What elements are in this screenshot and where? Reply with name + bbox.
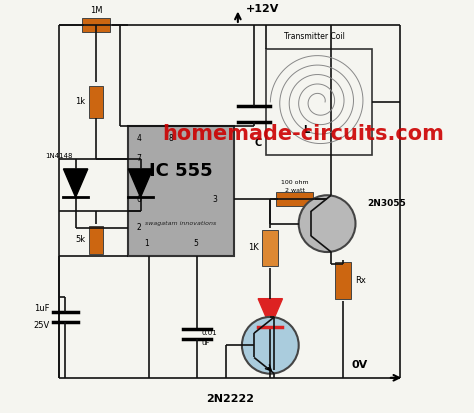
Text: 0V: 0V bbox=[351, 360, 368, 370]
Text: 100 ohm: 100 ohm bbox=[281, 180, 309, 185]
Text: 25V: 25V bbox=[33, 320, 49, 330]
Text: 0.01: 0.01 bbox=[201, 330, 217, 336]
Text: swagatam innovations: swagatam innovations bbox=[146, 221, 217, 226]
Text: 6: 6 bbox=[137, 195, 141, 204]
Polygon shape bbox=[258, 299, 283, 327]
FancyBboxPatch shape bbox=[89, 225, 103, 254]
FancyBboxPatch shape bbox=[262, 230, 278, 266]
Text: 2: 2 bbox=[137, 223, 141, 232]
FancyBboxPatch shape bbox=[276, 192, 313, 206]
Text: 1: 1 bbox=[145, 239, 149, 248]
Polygon shape bbox=[64, 169, 88, 197]
Circle shape bbox=[242, 317, 299, 374]
Text: homemade-circuits.com: homemade-circuits.com bbox=[162, 124, 444, 145]
FancyBboxPatch shape bbox=[335, 262, 351, 299]
Text: L: L bbox=[303, 125, 309, 135]
Text: 5k: 5k bbox=[75, 235, 85, 244]
Text: 3: 3 bbox=[213, 195, 218, 204]
Text: 4: 4 bbox=[137, 134, 141, 143]
Text: IC 555: IC 555 bbox=[149, 162, 213, 180]
Text: uF: uF bbox=[201, 340, 210, 346]
Text: 2N3055: 2N3055 bbox=[368, 199, 406, 208]
Text: 2 watt: 2 watt bbox=[285, 188, 305, 193]
Polygon shape bbox=[128, 169, 153, 197]
Text: 2N2222: 2N2222 bbox=[206, 394, 254, 404]
Circle shape bbox=[299, 195, 356, 252]
Text: Rx: Rx bbox=[355, 276, 365, 285]
Text: +12V: +12V bbox=[246, 4, 279, 14]
Text: 1M: 1M bbox=[90, 5, 102, 14]
Text: 1K: 1K bbox=[248, 244, 259, 252]
Text: Transmitter Coil: Transmitter Coil bbox=[284, 32, 346, 41]
FancyBboxPatch shape bbox=[82, 18, 110, 32]
Text: 1k: 1k bbox=[75, 97, 85, 107]
FancyBboxPatch shape bbox=[128, 126, 234, 256]
Text: 7: 7 bbox=[137, 154, 141, 163]
Text: 5: 5 bbox=[193, 239, 198, 248]
Text: 1uF: 1uF bbox=[34, 304, 49, 313]
Text: 1N4148: 1N4148 bbox=[46, 153, 73, 159]
FancyBboxPatch shape bbox=[89, 86, 103, 118]
Text: 8: 8 bbox=[169, 134, 173, 143]
Text: C: C bbox=[255, 138, 262, 148]
